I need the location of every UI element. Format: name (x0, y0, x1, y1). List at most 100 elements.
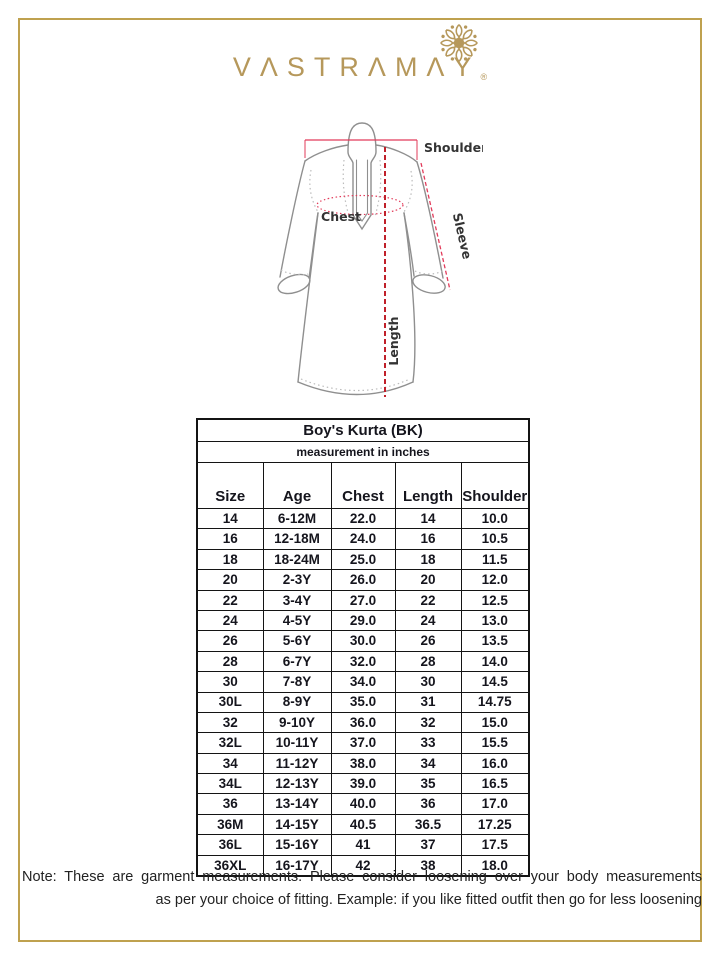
shoulder-cell: 11.5 (460, 548, 530, 571)
size-cell: 24 (196, 609, 264, 632)
table-row: 34L 12-13Y 39.0 35 16.5 (196, 773, 530, 795)
column-header-length: Length (394, 462, 462, 509)
length-cell: 32 (394, 711, 462, 734)
table-row: 24 4-5Y 29.0 24 13.0 (196, 609, 530, 632)
shoulder-cell: 13.5 (460, 630, 530, 652)
table-row: 26 5-6Y 30.0 26 13.5 (196, 630, 530, 652)
table-row: 18 18-24M 25.0 18 11.5 (196, 548, 530, 571)
age-cell: 3-4Y (262, 589, 332, 611)
sleeve-label: Sleeve (450, 211, 475, 260)
chest-cell: 39.0 (330, 773, 396, 795)
column-header-chest: Chest (330, 462, 396, 509)
chest-cell: 41 (330, 834, 396, 856)
chest-cell: 30.0 (330, 630, 396, 652)
length-cell: 36 (394, 793, 462, 815)
shoulder-cell: 12.0 (460, 569, 530, 591)
size-cell: 26 (196, 630, 264, 652)
length-cell: 30 (394, 671, 462, 693)
chest-cell: 35.0 (330, 691, 396, 713)
measurement-marks (304, 139, 451, 397)
size-cell: 34 (196, 752, 264, 775)
size-cell: 32L (196, 732, 264, 754)
chest-cell: 26.0 (330, 569, 396, 591)
chest-cell: 34.0 (330, 671, 396, 693)
age-cell: 12-13Y (262, 773, 332, 795)
table-row: 32L 10-11Y 37.0 33 15.5 (196, 732, 530, 754)
chest-cell: 24.0 (330, 528, 396, 550)
length-cell: 14 (394, 507, 462, 530)
chest-cell: 36.0 (330, 711, 396, 734)
length-cell: 20 (394, 569, 462, 591)
age-cell: 9-10Y (262, 711, 332, 734)
shoulder-cell: 10.0 (460, 507, 530, 530)
length-cell: 24 (394, 609, 462, 632)
brand-wordmark: VΛSTRΛMΛY (232, 52, 481, 82)
size-cell: 20 (196, 569, 264, 591)
age-cell: 6-7Y (262, 650, 332, 673)
table-header-row: Size Age Chest Length Shoulder (196, 462, 530, 509)
size-cell: 36 (196, 793, 264, 815)
age-cell: 4-5Y (262, 609, 332, 632)
length-label: Length (386, 316, 401, 365)
table-body: 14 6-12M 22.0 14 10.0 16 12-18M 24.0 16 … (196, 507, 530, 877)
table-row: 36M 14-15Y 40.5 36.5 17.25 (196, 813, 530, 836)
age-cell: 12-18M (262, 528, 332, 550)
chest-label: Chest (321, 209, 361, 224)
shoulder-cell: 12.5 (460, 589, 530, 611)
age-cell: 13-14Y (262, 793, 332, 815)
size-cell: 30L (196, 691, 264, 713)
chest-cell: 29.0 (330, 609, 396, 632)
measurement-note: Note: These are garment measurements. Pl… (22, 866, 702, 912)
table-row: 16 12-18M 24.0 16 10.5 (196, 528, 530, 550)
age-cell: 10-11Y (262, 732, 332, 754)
shoulder-cell: 14.0 (460, 650, 530, 673)
chest-cell: 25.0 (330, 548, 396, 571)
shoulder-cell: 10.5 (460, 528, 530, 550)
length-cell: 22 (394, 589, 462, 611)
chest-cell: 22.0 (330, 507, 396, 530)
table-title: Boy's Kurta (BK) (196, 418, 530, 442)
table-row: 22 3-4Y 27.0 22 12.5 (196, 589, 530, 611)
chest-cell: 27.0 (330, 589, 396, 611)
age-cell: 2-3Y (262, 569, 332, 591)
chest-cell: 38.0 (330, 752, 396, 775)
shoulder-cell: 15.0 (460, 711, 530, 734)
shoulder-cell: 13.0 (460, 609, 530, 632)
length-cell: 31 (394, 691, 462, 713)
kurta-measurement-diagram: Shoulder Chest Sleeve Length (277, 122, 483, 397)
note-line-1: Note: These are garment measurements. Pl… (22, 869, 702, 885)
length-cell: 36.5 (394, 813, 462, 836)
shoulder-cell: 17.0 (460, 793, 530, 815)
age-cell: 5-6Y (262, 630, 332, 652)
size-chart-table: Boy's Kurta (BK) measurement in inches S… (196, 418, 531, 878)
mandala-flower-icon (440, 24, 478, 62)
length-cell: 35 (394, 773, 462, 795)
table-row: 30L 8-9Y 35.0 31 14.75 (196, 691, 530, 713)
table-row: 36L 15-16Y 41 37 17.5 (196, 834, 530, 856)
column-header-shoulder: Shoulder (460, 462, 530, 509)
size-cell: 32 (196, 711, 264, 734)
length-cell: 33 (394, 732, 462, 754)
shoulder-cell: 15.5 (460, 732, 530, 754)
length-cell: 37 (394, 834, 462, 856)
size-cell: 36L (196, 834, 264, 856)
shoulder-cell: 14.5 (460, 671, 530, 693)
age-cell: 6-12M (262, 507, 332, 530)
table-row: 30 7-8Y 34.0 30 14.5 (196, 671, 530, 693)
table-row: 34 11-12Y 38.0 34 16.0 (196, 752, 530, 775)
size-cell: 36M (196, 813, 264, 836)
table-row: 28 6-7Y 32.0 28 14.0 (196, 650, 530, 673)
chest-cell: 40.0 (330, 793, 396, 815)
length-cell: 28 (394, 650, 462, 673)
size-cell: 34L (196, 773, 264, 795)
table-row: 32 9-10Y 36.0 32 15.0 (196, 711, 530, 734)
registered-trademark-symbol: ® (480, 72, 488, 82)
kurta-outline (277, 122, 446, 396)
table-title-row: Boy's Kurta (BK) (196, 418, 530, 442)
length-cell: 38 (394, 854, 462, 877)
size-cell: 22 (196, 589, 264, 611)
note-line-2: as per your choice of fitting. Example: … (155, 892, 702, 908)
size-cell: 36XL (196, 854, 264, 877)
table-row: 20 2-3Y 26.0 20 12.0 (196, 569, 530, 591)
